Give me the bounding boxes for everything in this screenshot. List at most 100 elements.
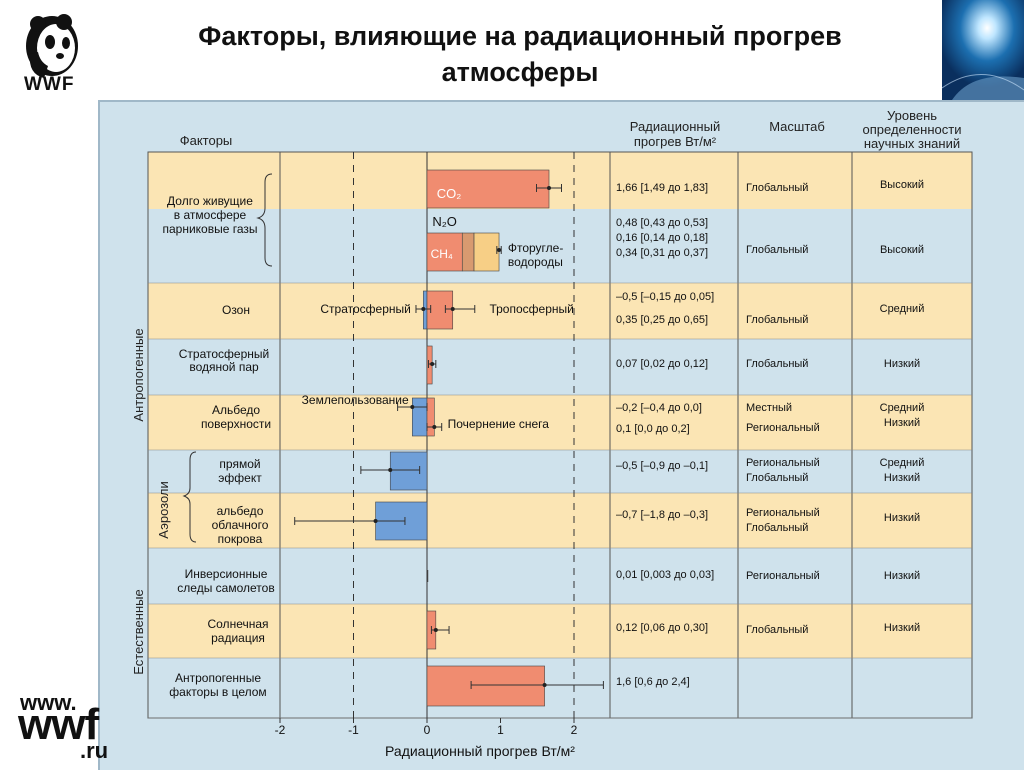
row-band — [148, 604, 972, 658]
x-tick-label: 2 — [571, 723, 578, 737]
row-band — [148, 152, 972, 209]
logo-text: WWF — [24, 74, 75, 95]
scale-text: Региональный — [746, 507, 820, 519]
scale-text: Глобальный — [746, 624, 808, 636]
row-band — [148, 339, 972, 395]
row-label: эффект — [218, 471, 262, 485]
ozone-strat-point — [421, 307, 426, 311]
row-label: облачного — [212, 518, 269, 532]
ghg-total-point — [497, 248, 502, 252]
title-line-1: Факторы, влияющие на радиационный прогре… — [198, 21, 842, 51]
row-label: покрова — [218, 532, 263, 546]
understanding-text: Низкий — [884, 472, 920, 484]
row-label: Альбедо — [212, 403, 260, 417]
label-n2o: N₂O — [432, 214, 457, 229]
black-carbon-point — [432, 425, 437, 429]
bar-total — [426, 665, 545, 707]
x-tick-label: 1 — [497, 723, 504, 737]
scale-text: Глобальный — [746, 182, 808, 194]
value-text: 0,07 [0,02 до 0,12] — [616, 358, 708, 370]
decorative-sky-image — [942, 0, 1024, 100]
scale-text: Региональный — [746, 570, 820, 582]
bar-co2 — [426, 169, 550, 209]
header-understanding-line1: Уровень — [887, 108, 937, 123]
row-band — [148, 548, 972, 604]
scale-text: Глобальный — [746, 358, 808, 370]
scale-text: Региональный — [746, 422, 820, 434]
row-band — [148, 658, 972, 718]
value-text: 0,16 [0,14 до 0,18] — [616, 232, 708, 244]
scale-text: Глобальный — [746, 314, 808, 326]
label-land-use: Землепользование — [302, 393, 409, 407]
header-forcing-line2: прогрев Вт/м² — [634, 134, 717, 149]
label-tropospheric: Тропосферный — [489, 302, 573, 316]
bar-n2o — [461, 232, 475, 272]
value-text: –0,5 [–0,9 до –0,1] — [616, 460, 708, 472]
value-text: 0,48 [0,43 до 0,53] — [616, 217, 708, 229]
understanding-text: Средний — [880, 402, 925, 414]
footer-ru: .ru — [80, 738, 109, 763]
bracket-greenhouse — [256, 173, 273, 267]
row-band — [148, 450, 972, 493]
understanding-text: Высокий — [880, 244, 924, 256]
understanding-text: Средний — [880, 303, 925, 315]
row-label: прямой — [219, 457, 260, 471]
row-label: Антропогенные — [175, 671, 261, 685]
value-text: 0,01 [0,003 до 0,03] — [616, 569, 714, 581]
bracket-aerosols — [182, 451, 197, 543]
row-label: парниковые газы — [162, 222, 257, 236]
row-label: Инверсионные — [185, 567, 268, 581]
group-label-aerosols: Аэрозоли — [156, 481, 171, 539]
understanding-text: Высокий — [880, 179, 924, 191]
page-title: Факторы, влияющие на радиационный прогре… — [120, 18, 920, 90]
row-label: радиация — [211, 631, 265, 645]
water-vapour-point — [430, 362, 435, 366]
label-stratospheric: Стратосферный — [320, 302, 410, 316]
header-understanding-line3: научных знаний — [864, 136, 960, 151]
value-text: –0,7 [–1,8 до –0,3] — [616, 509, 708, 521]
x-axis-label: Радиационный прогрев Вт/м² — [385, 743, 575, 759]
row-label: Стратосферный — [179, 347, 269, 361]
chart-marks: CO₂ N₂O CH₄ Фторугле-водороды Стратосферный Т… — [294, 169, 604, 707]
label-co2: CO₂ — [437, 186, 462, 201]
row-label: Озон — [222, 303, 250, 317]
row-label: водяной пар — [189, 360, 259, 374]
scale-text: Региональный — [746, 457, 820, 469]
label-ch4: CH₄ — [431, 247, 453, 261]
title-line-2: атмосферы — [441, 57, 599, 87]
value-text: 0,34 [0,31 до 0,37] — [616, 247, 708, 259]
header-factors: Факторы — [180, 133, 233, 148]
total-point — [542, 683, 547, 687]
value-text: 0,1 [0,0 до 0,2] — [616, 423, 690, 435]
header-forcing-line1: Радиационный — [630, 119, 720, 134]
label-halocarbons-1: Фторугле- — [508, 241, 563, 255]
understanding-text: Низкий — [884, 570, 920, 582]
bar-ch4 — [426, 232, 463, 272]
ozone-trop-point — [450, 307, 455, 311]
row-band — [148, 209, 972, 283]
row-label: следы самолетов — [177, 581, 274, 595]
bar-halocarbons — [473, 232, 500, 272]
footer-www: www. — [20, 690, 77, 715]
row-label: Солнечная — [207, 617, 268, 631]
row-label: в атмосфере — [174, 208, 247, 222]
value-column: 1,66 [1,49 до 1,83] 0,48 [0,43 до 0,53] 0,… — [616, 179, 924, 688]
row-band — [148, 395, 972, 450]
label-halocarbons-2: водороды — [508, 255, 563, 269]
header-understanding-line2: определенности — [863, 122, 962, 137]
footer-wwf: wwf — [18, 700, 99, 749]
label-snow: Почернение снега — [448, 417, 550, 431]
grid-lines — [147, 151, 973, 719]
scale-text: Глобальный — [746, 522, 808, 534]
bar-land-use — [411, 397, 428, 437]
row-bands — [148, 152, 972, 718]
header-scale: Масштаб — [769, 119, 825, 134]
understanding-text: Средний — [880, 457, 925, 469]
row-label: поверхности — [201, 417, 271, 431]
land-use-point — [410, 405, 415, 409]
solar-point — [433, 628, 438, 632]
group-label-anthropogenic: Антропогенные — [131, 328, 146, 421]
value-text: 0,35 [0,25 до 0,65] — [616, 314, 708, 326]
